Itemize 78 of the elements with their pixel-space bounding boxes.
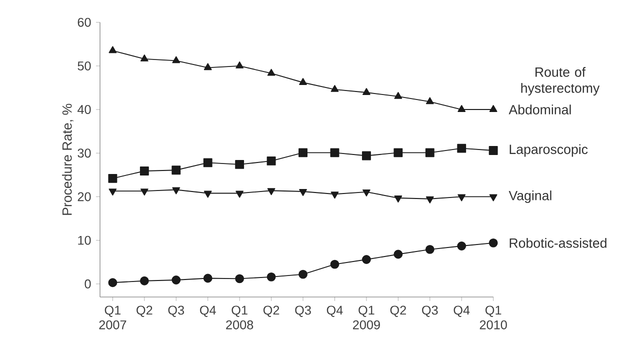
- point: [108, 188, 117, 196]
- y-tick-label: 40: [78, 105, 91, 114]
- y-axis-title: Procedure Rate, %: [62, 104, 74, 215]
- series-label: Abdominal: [508, 104, 571, 114]
- point: [458, 194, 466, 202]
- point: [426, 97, 434, 104]
- point: [140, 166, 149, 176]
- point: [394, 92, 402, 99]
- point: [236, 61, 244, 68]
- x-tick-label: Q2: [136, 306, 152, 317]
- point: [394, 196, 402, 202]
- series-label: Laparoscopic: [510, 144, 588, 157]
- x-tick-label: Q1 2007: [99, 306, 126, 330]
- point: [362, 151, 371, 160]
- point: [426, 196, 434, 204]
- point: [394, 250, 403, 259]
- series-label: Robotic-assisted: [510, 238, 606, 248]
- x-tick-label: Q4: [200, 306, 216, 317]
- y-tick-label: 60: [78, 18, 91, 27]
- x-tick-label: Q1 2010: [480, 306, 507, 330]
- x-tick-label: Q3: [168, 306, 184, 317]
- point: [488, 146, 498, 155]
- point: [394, 148, 403, 158]
- y-tick-label: 0: [84, 279, 91, 288]
- point: [330, 148, 340, 158]
- x-tick-label: Q1 2008: [226, 306, 254, 330]
- point: [267, 68, 276, 76]
- point: [203, 158, 212, 168]
- point: [140, 276, 149, 286]
- point: [108, 278, 118, 288]
- point: [203, 274, 212, 283]
- point: [204, 190, 212, 198]
- point: [488, 238, 498, 248]
- point: [330, 192, 339, 199]
- point: [266, 272, 276, 282]
- x-tick-label: Q2: [390, 306, 406, 317]
- point: [299, 78, 307, 85]
- point: [140, 54, 148, 62]
- point: [236, 190, 244, 198]
- point: [172, 187, 180, 194]
- x-tick-label: Q4: [454, 306, 470, 317]
- point: [140, 188, 148, 196]
- y-tick-label: 20: [78, 192, 91, 202]
- point: [172, 276, 181, 284]
- legend-title: Route of hysterectomy: [521, 67, 600, 96]
- point: [298, 270, 308, 279]
- point: [235, 160, 244, 169]
- point: [425, 244, 434, 254]
- point: [108, 46, 117, 54]
- point: [458, 105, 466, 112]
- point: [172, 166, 181, 175]
- x-tick-label: Q4: [326, 306, 343, 317]
- point: [108, 174, 118, 183]
- point: [457, 144, 466, 153]
- point: [266, 156, 276, 166]
- y-tick-label: 10: [78, 236, 91, 245]
- point: [489, 105, 498, 112]
- point: [330, 260, 340, 269]
- point: [457, 242, 466, 250]
- x-tick-label: Q3: [422, 306, 438, 317]
- x-tick-label: Q3: [295, 306, 311, 317]
- point: [299, 189, 307, 196]
- x-tick-label: Q1 2009: [352, 306, 380, 330]
- point: [489, 194, 498, 202]
- y-tick-label: 50: [78, 61, 91, 70]
- point: [267, 188, 276, 196]
- point: [425, 148, 434, 158]
- point: [172, 56, 180, 64]
- point: [362, 189, 370, 196]
- point: [298, 148, 308, 158]
- x-tick-label: Q2: [263, 306, 280, 317]
- point: [362, 88, 370, 95]
- point: [235, 274, 244, 284]
- point: [330, 84, 339, 92]
- y-tick-label: 30: [78, 148, 91, 158]
- point: [204, 63, 212, 70]
- point: [362, 255, 371, 264]
- series-label: Vaginal: [508, 190, 552, 203]
